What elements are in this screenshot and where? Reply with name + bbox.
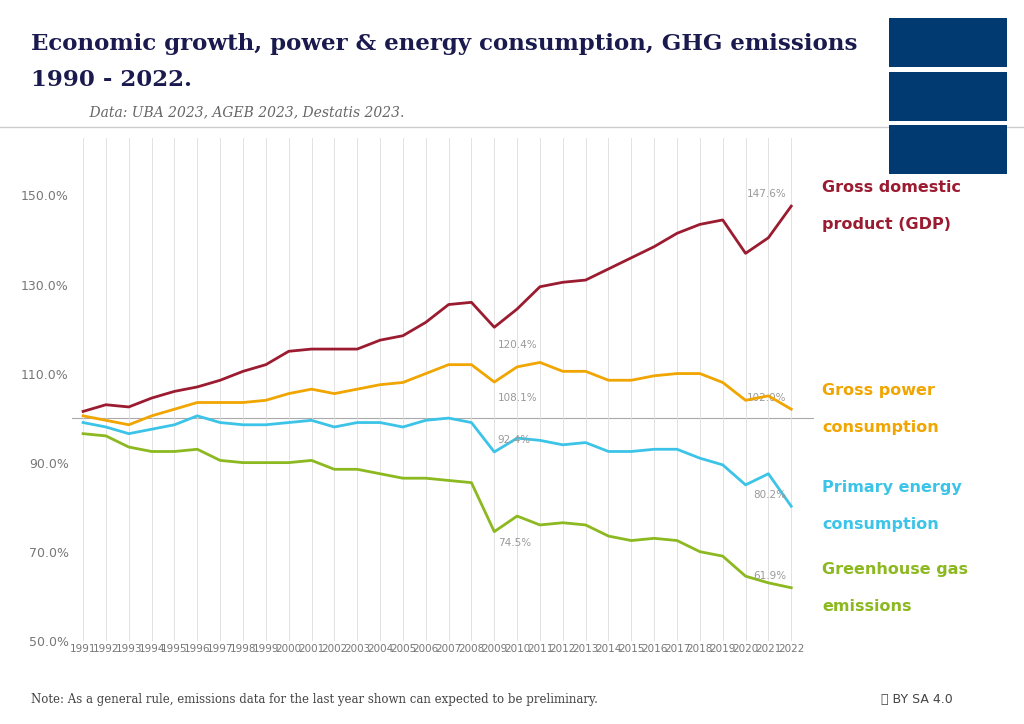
Text: 80.2%: 80.2% (754, 489, 786, 500)
Text: Primary energy: Primary energy (822, 481, 962, 495)
Text: W: W (932, 143, 948, 157)
Text: 108.1%: 108.1% (498, 393, 538, 403)
Text: 74.5%: 74.5% (498, 539, 530, 548)
Text: product (GDP): product (GDP) (822, 217, 951, 232)
Text: 120.4%: 120.4% (498, 340, 538, 350)
Text: IRE: IRE (948, 143, 975, 157)
Text: 92.4%: 92.4% (498, 435, 530, 445)
Text: Ⓒ BY SA 4.0: Ⓒ BY SA 4.0 (881, 693, 952, 706)
Text: EAN: EAN (948, 35, 981, 50)
Text: Greenhouse gas: Greenhouse gas (822, 562, 969, 577)
Text: consumption: consumption (822, 517, 939, 532)
Text: CL: CL (928, 35, 948, 50)
Text: 61.9%: 61.9% (754, 571, 786, 581)
Text: 1990 - 2022.: 1990 - 2022. (31, 69, 191, 90)
Text: Data: UBA 2023, AGEB 2023, Destatis 2023.: Data: UBA 2023, AGEB 2023, Destatis 2023… (72, 105, 404, 119)
Text: 147.6%: 147.6% (746, 190, 786, 199)
Text: consumption: consumption (822, 420, 939, 435)
Text: emissions: emissions (822, 599, 911, 614)
Text: E: E (938, 89, 948, 104)
Text: 102.0%: 102.0% (748, 392, 786, 403)
Text: Economic growth, power & energy consumption, GHG emissions: Economic growth, power & energy consumpt… (31, 33, 857, 54)
Text: Gross power: Gross power (822, 383, 935, 398)
Text: Gross domestic: Gross domestic (822, 180, 962, 195)
Text: NERGY: NERGY (948, 89, 1004, 104)
Text: Note: As a general rule, emissions data for the last year shown can expected to : Note: As a general rule, emissions data … (31, 693, 598, 706)
